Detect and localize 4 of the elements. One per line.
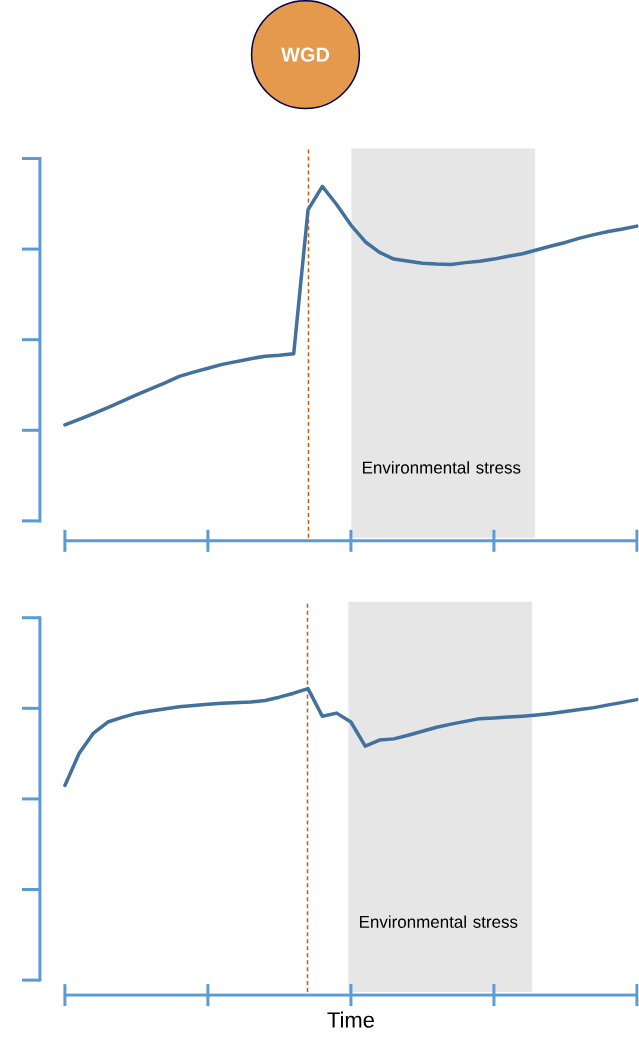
x-axis-title: Time: [327, 1011, 375, 1028]
annotation: Environmental stress: [363, 461, 521, 474]
annotation: Environmental stress: [360, 915, 518, 928]
text: WGD: [281, 47, 330, 62]
